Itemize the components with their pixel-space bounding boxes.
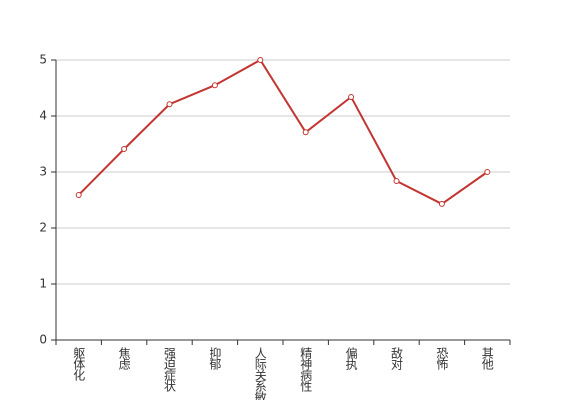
x-tick-label: 强迫症状 [163, 347, 177, 392]
line [77, 58, 488, 206]
x-tick-label: 躯体化 [72, 346, 86, 382]
point [484, 169, 491, 175]
y-tick-label: 5 [39, 53, 47, 67]
point [75, 191, 82, 198]
point [302, 129, 309, 136]
y-tick-label: 2 [39, 221, 47, 235]
y-tick-label: 4 [39, 109, 47, 123]
x-tick-label: 恐怖 [435, 347, 449, 370]
x-tick-label: 敌对 [390, 346, 404, 370]
point [348, 93, 355, 100]
point [166, 101, 173, 108]
y-tick-label: 1 [39, 277, 47, 291]
x-tick-label: 抑郁 [208, 346, 222, 371]
x-tick-label: 其他 [480, 347, 494, 370]
point [438, 200, 445, 207]
x-tick-label: 精神病性 [299, 347, 313, 393]
y-tick-label: 3 [39, 165, 47, 179]
point [121, 146, 128, 153]
point [393, 177, 400, 184]
x-tick-label: 人际关系敏感 [253, 347, 267, 400]
x-tick-label: 偏执 [344, 346, 358, 371]
point [211, 82, 218, 89]
point [257, 57, 264, 63]
y-tick-label: 0 [39, 333, 47, 347]
x-tick-label: 焦虑 [117, 347, 131, 370]
